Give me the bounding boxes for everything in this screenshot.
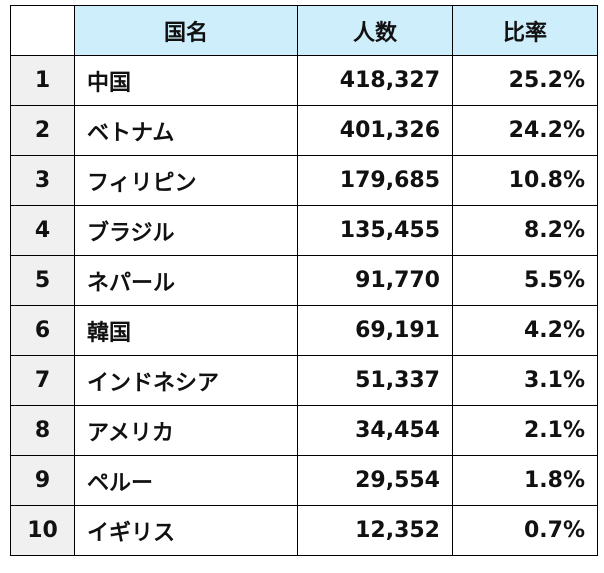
country-cell: フィリピン	[74, 155, 298, 206]
ratio-cell: 25.2%	[452, 55, 598, 106]
table-row: 7 インドネシア 51,337 3.1%	[10, 355, 598, 406]
country-cell: インドネシア	[74, 355, 298, 406]
ratio-cell: 5.5%	[452, 255, 598, 306]
rank-cell: 6	[10, 305, 75, 356]
ratio-cell: 1.8%	[452, 455, 598, 506]
rank-cell: 1	[10, 55, 75, 106]
ratio-cell: 0.7%	[452, 505, 598, 556]
header-count: 人数	[297, 5, 453, 56]
table-row: 3 フィリピン 179,685 10.8%	[10, 155, 598, 206]
country-cell: ベトナム	[74, 105, 298, 156]
rank-cell: 3	[10, 155, 75, 206]
table-row: 9 ペルー 29,554 1.8%	[10, 455, 598, 506]
country-cell: ブラジル	[74, 205, 298, 256]
header-row: 国名 人数 比率	[10, 5, 598, 56]
table-row: 6 韓国 69,191 4.2%	[10, 305, 598, 356]
ratio-cell: 3.1%	[452, 355, 598, 406]
country-cell: イギリス	[74, 505, 298, 556]
ratio-cell: 10.8%	[452, 155, 598, 206]
country-cell: 韓国	[74, 305, 298, 356]
count-cell: 135,455	[297, 205, 453, 256]
count-cell: 34,454	[297, 405, 453, 456]
header-country: 国名	[74, 5, 298, 56]
table-row: 1 中国 418,327 25.2%	[10, 55, 598, 106]
rank-cell: 4	[10, 205, 75, 256]
header-ratio: 比率	[452, 5, 598, 56]
corner-header	[10, 5, 75, 56]
rank-cell: 7	[10, 355, 75, 406]
table-row: 10 イギリス 12,352 0.7%	[10, 505, 598, 556]
count-cell: 418,327	[297, 55, 453, 106]
count-cell: 91,770	[297, 255, 453, 306]
count-cell: 179,685	[297, 155, 453, 206]
count-cell: 51,337	[297, 355, 453, 406]
table-row: 2 ベトナム 401,326 24.2%	[10, 105, 598, 156]
table-row: 8 アメリカ 34,454 2.1%	[10, 405, 598, 456]
ratio-cell: 8.2%	[452, 205, 598, 256]
rank-cell: 2	[10, 105, 75, 156]
rank-cell: 10	[10, 505, 75, 556]
table-row: 4 ブラジル 135,455 8.2%	[10, 205, 598, 256]
ratio-cell: 4.2%	[452, 305, 598, 356]
rank-cell: 5	[10, 255, 75, 306]
rank-cell: 8	[10, 405, 75, 456]
count-cell: 69,191	[297, 305, 453, 356]
country-cell: アメリカ	[74, 405, 298, 456]
country-cell: ペルー	[74, 455, 298, 506]
country-cell: ネパール	[74, 255, 298, 306]
count-cell: 401,326	[297, 105, 453, 156]
country-population-table: 国名 人数 比率 1 中国 418,327 25.2% 2 ベトナム 401,326 24.2…	[10, 5, 598, 556]
count-cell: 12,352	[297, 505, 453, 556]
ratio-cell: 2.1%	[452, 405, 598, 456]
rank-cell: 9	[10, 455, 75, 506]
table-row: 5 ネパール 91,770 5.5%	[10, 255, 598, 306]
count-cell: 29,554	[297, 455, 453, 506]
ratio-cell: 24.2%	[452, 105, 598, 156]
country-cell: 中国	[74, 55, 298, 106]
